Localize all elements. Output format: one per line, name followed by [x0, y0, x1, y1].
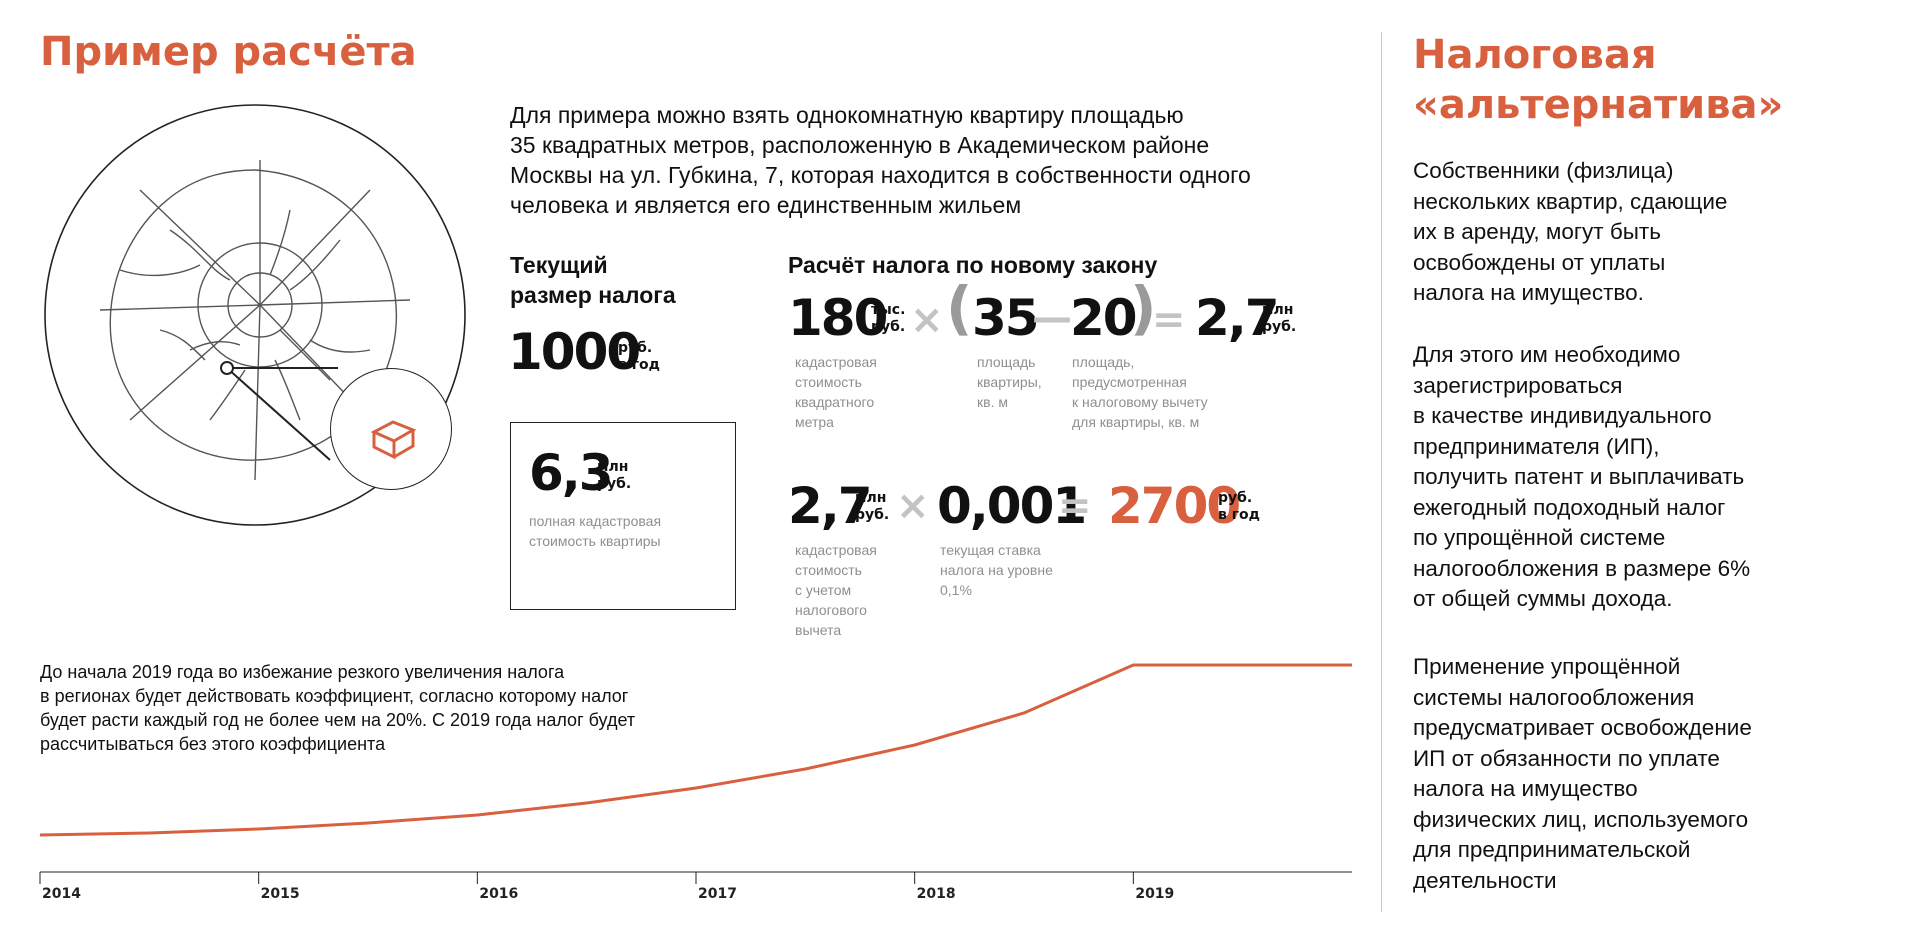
formula1-area-caption: площадь квартиры, кв. м: [977, 354, 1042, 410]
x-tick-label-2015: 2015: [261, 886, 300, 902]
formula1-equals: =: [1152, 297, 1186, 343]
formula1-area: 35: [972, 289, 1040, 347]
sidebar-title: Налоговая «альтернатива»: [1413, 32, 1784, 128]
full-value-caption: полная кадастровая стоимость квартиры: [529, 513, 662, 549]
intro-text: Для примера можно взять однокомнатную кв…: [510, 102, 1251, 218]
current-tax-heading: Текущий размер налога: [510, 252, 676, 308]
apartment-icon: [370, 420, 417, 460]
formula1-close-paren: ): [1130, 274, 1157, 342]
column-divider: [1381, 32, 1382, 912]
x-tick-label-2014: 2014: [42, 886, 81, 902]
formula2-value-unit: млн руб.: [855, 490, 890, 523]
coefficient-note: До начала 2019 года во избежание резкого…: [40, 662, 636, 754]
tax-growth-line: [39, 663, 1352, 837]
formula1-times: ×: [910, 297, 944, 343]
full-value-unit: млн руб.: [597, 459, 632, 492]
formula1-minus: —: [1032, 295, 1072, 341]
formula-title: Расчёт налога по новому закону: [788, 252, 1158, 278]
formula1-result-unit: млн руб.: [1262, 302, 1297, 335]
tax-growth-chart: 2014 2015 2016 2017 2018 2019: [39, 663, 1352, 902]
x-tick-label-2017: 2017: [698, 886, 737, 902]
full-value-box: 6,3 млн руб. полная кадастровая стоимост…: [510, 422, 736, 610]
formula2-result-unit: руб. в год: [1218, 490, 1260, 523]
formula1-result: 2,7: [1195, 289, 1280, 347]
formula2-equals: =: [1058, 483, 1092, 529]
current-tax-unit: руб. в год: [618, 340, 660, 373]
formula1-open-paren: (: [946, 274, 973, 342]
formula2-result: 2700: [1108, 477, 1241, 535]
formula2-rate-caption: текущая ставка налога на уровне 0,1%: [940, 542, 1053, 598]
formula1-deduction: 20: [1070, 289, 1138, 347]
x-tick-label-2018: 2018: [917, 886, 956, 902]
apartment-magnifier: [330, 368, 452, 490]
sidebar-paragraph-2: Для этого им необходимо зарегистрировать…: [1413, 342, 1751, 611]
formula2-value-caption: кадастровая стоимость с учетом налоговог…: [795, 542, 877, 638]
current-tax-value: 1000: [508, 323, 641, 381]
sidebar-paragraph-3: Применение упрощённой системы налогообло…: [1413, 654, 1752, 893]
x-tick-label-2016: 2016: [479, 886, 518, 902]
sidebar-paragraph-1: Собственники (физлица) нескольких кварти…: [1413, 158, 1728, 305]
formula2-value: 2,7: [788, 477, 873, 535]
formula2-rate: 0,001: [937, 477, 1087, 535]
formula1-price-caption: кадастровая стоимость квадратного метра: [795, 354, 877, 430]
formula1-price-unit: тыс. руб.: [871, 302, 906, 335]
full-value-number: 6,3: [529, 444, 614, 502]
page-title: Пример расчёта: [40, 29, 417, 75]
formula2-times: ×: [896, 483, 930, 529]
x-tick-label-2019: 2019: [1135, 886, 1174, 902]
formula1-deduction-caption: площадь, предусмотренная к налоговому вы…: [1072, 354, 1208, 430]
formula1-price: 180: [788, 289, 888, 347]
